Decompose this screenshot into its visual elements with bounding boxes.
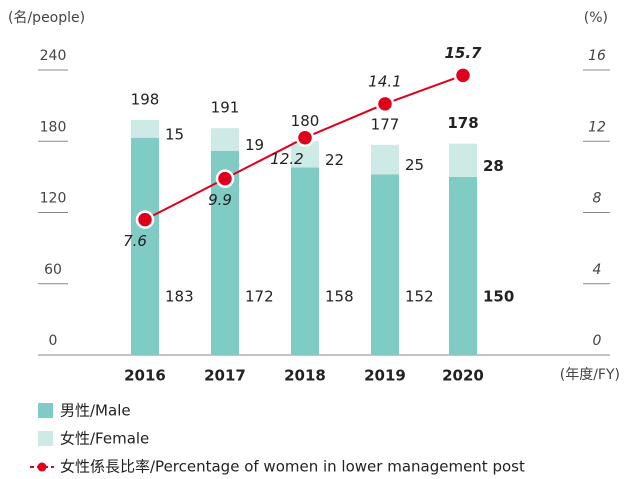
line-label: 12.2 (270, 150, 303, 168)
line-label: 7.6 (123, 232, 147, 250)
male-label: 158 (325, 288, 354, 306)
line-point (215, 169, 235, 188)
y-tick-label: 180 (40, 119, 67, 135)
legend-label: 男性/Male (60, 402, 131, 420)
y-tick-label: 240 (40, 48, 67, 64)
line-label: 15.7 (444, 44, 482, 62)
line-point (135, 210, 155, 229)
line-label: 14.1 (368, 72, 401, 90)
total-label: 178 (447, 114, 478, 132)
bar-female (371, 144, 399, 175)
y2-tick-label: 12 (588, 119, 606, 135)
bar-male (449, 176, 477, 355)
female-label: 22 (325, 151, 344, 169)
total-label: 177 (371, 115, 400, 133)
legend-point (37, 462, 47, 472)
line-point (453, 66, 473, 85)
y-tick-label: 60 (44, 262, 62, 278)
female-label: 28 (483, 157, 504, 175)
bar-male (371, 174, 399, 355)
legend-swatch (38, 403, 53, 418)
total-label: 180 (291, 112, 320, 130)
x-tick-label: 2016 (124, 367, 166, 385)
y-tick-label: 120 (40, 191, 67, 207)
x-tick-label: 2018 (284, 367, 326, 385)
y2-tick-label: 16 (588, 48, 606, 64)
x-tick-label: 2019 (364, 367, 406, 385)
y2-axis-label: (%) (584, 10, 608, 26)
bar-female (211, 128, 239, 151)
bar-female (131, 119, 159, 138)
y-axis-label: (名/people) (8, 10, 85, 26)
x-tick-label: 2020 (442, 367, 484, 385)
y-tick-label: 0 (49, 333, 58, 349)
y2-tick-label: 4 (593, 262, 602, 278)
legend-label: 女性係長比率/Percentage of women in lower mana… (60, 458, 525, 476)
female-label: 19 (245, 136, 264, 154)
bar-male (291, 167, 319, 355)
y2-tick-label: 8 (593, 191, 602, 207)
bar-male (131, 137, 159, 355)
legend-label: 女性/Female (60, 430, 149, 448)
line-label: 9.9 (208, 191, 232, 209)
legend-swatch (38, 431, 53, 446)
total-label: 198 (131, 90, 160, 108)
x-axis-label: (年度/FY) (560, 367, 620, 383)
male-label: 150 (483, 288, 514, 306)
female-label: 15 (165, 125, 184, 143)
bar-female (449, 143, 477, 177)
male-label: 183 (165, 288, 194, 306)
male-label: 172 (245, 288, 274, 306)
y2-tick-label: 0 (593, 333, 602, 349)
x-tick-label: 2017 (204, 367, 246, 385)
male-label: 152 (405, 288, 434, 306)
total-label: 191 (211, 99, 240, 117)
female-label: 25 (405, 156, 424, 174)
line-point (295, 128, 315, 147)
line-point (375, 94, 395, 114)
